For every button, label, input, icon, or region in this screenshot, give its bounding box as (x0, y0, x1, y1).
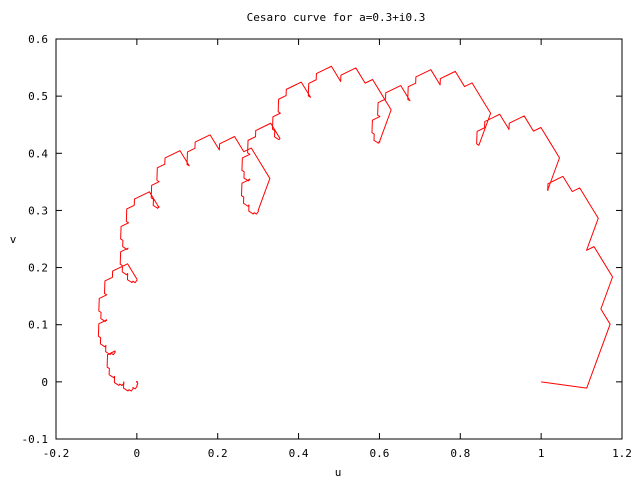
curve-point (105, 319, 108, 322)
y-tick-label: 0.5 (28, 90, 48, 103)
x-tick-label: 0.4 (289, 447, 309, 460)
y-tick-label: 0 (41, 376, 48, 389)
curve-series (97, 65, 614, 392)
y-tick-label: 0.6 (28, 33, 48, 46)
x-tick-label: -0.2 (43, 447, 70, 460)
curve-point (135, 380, 138, 383)
x-axis-label: u (335, 466, 342, 479)
y-tick-label: 0.3 (28, 204, 48, 217)
x-tick-label: 1.2 (612, 447, 632, 460)
y-tick-label: 0.4 (28, 147, 48, 160)
cesaro-curve-line (97, 65, 614, 392)
y-tick-label: 0.2 (28, 262, 48, 275)
x-tick-label: 1 (538, 447, 545, 460)
curve-point (157, 206, 160, 208)
y-tick-label: 0.1 (28, 319, 48, 332)
x-tick-label: 0.8 (450, 447, 470, 460)
curve-point (248, 178, 251, 181)
y-axis-label: v (10, 233, 17, 246)
y-tick-label: -0.1 (22, 433, 49, 446)
x-tick-label: 0.2 (208, 447, 228, 460)
plot-frame (55, 38, 623, 440)
x-tick-label: 0 (134, 447, 141, 460)
curve-point (378, 140, 381, 143)
chart-title: Cesaro curve for a=0.3+i0.3 (247, 11, 426, 24)
x-tick-label: 0.6 (369, 447, 389, 460)
curve-point (546, 188, 549, 191)
axis-ticks: -0.2 0 0.2 0.4 0.6 0.8 1 1.2 -0.1 0 0.1 0.2 0.3 0.4 0.… (22, 33, 632, 460)
